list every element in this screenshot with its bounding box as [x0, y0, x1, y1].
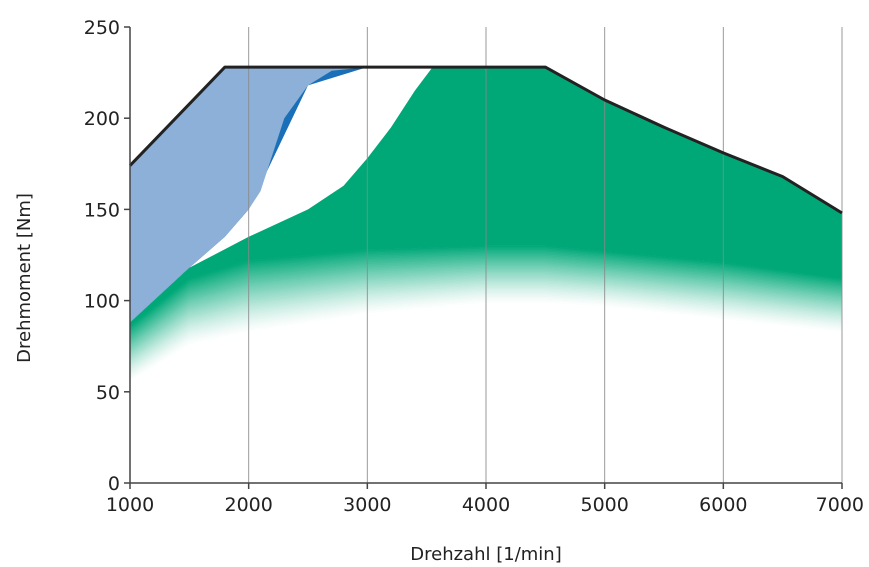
full-load-curve-line [128, 65, 843, 215]
x-tick-label: 5000 [580, 494, 628, 516]
y-axis-ticks: 0 50 100 150 200 250 [84, 17, 130, 495]
y-tick-label: 150 [84, 199, 120, 221]
x-tick-label: 2000 [224, 494, 272, 516]
gridlines [248, 27, 843, 483]
x-axis-label: Drehzahl [1/min] [410, 544, 561, 565]
x-tick-label: 7000 [816, 494, 864, 516]
x-tick-label: 4000 [462, 494, 510, 516]
x-tick-label: 3000 [343, 494, 391, 516]
y-tick-label: 200 [84, 108, 120, 130]
y-tick-label: 50 [96, 382, 120, 404]
light-blue-area [130, 67, 427, 323]
y-axis-label: Drehmoment [Nm] [14, 193, 35, 363]
y-tick-label: 0 [108, 473, 120, 495]
x-tick-label: 6000 [699, 494, 747, 516]
y-tick-label: 100 [84, 291, 120, 313]
x-axis-ticks: 1000 2000 3000 4000 5000 6000 7000 [106, 483, 864, 516]
y-tick-label: 250 [84, 17, 120, 39]
x-tick-label: 1000 [106, 494, 154, 516]
